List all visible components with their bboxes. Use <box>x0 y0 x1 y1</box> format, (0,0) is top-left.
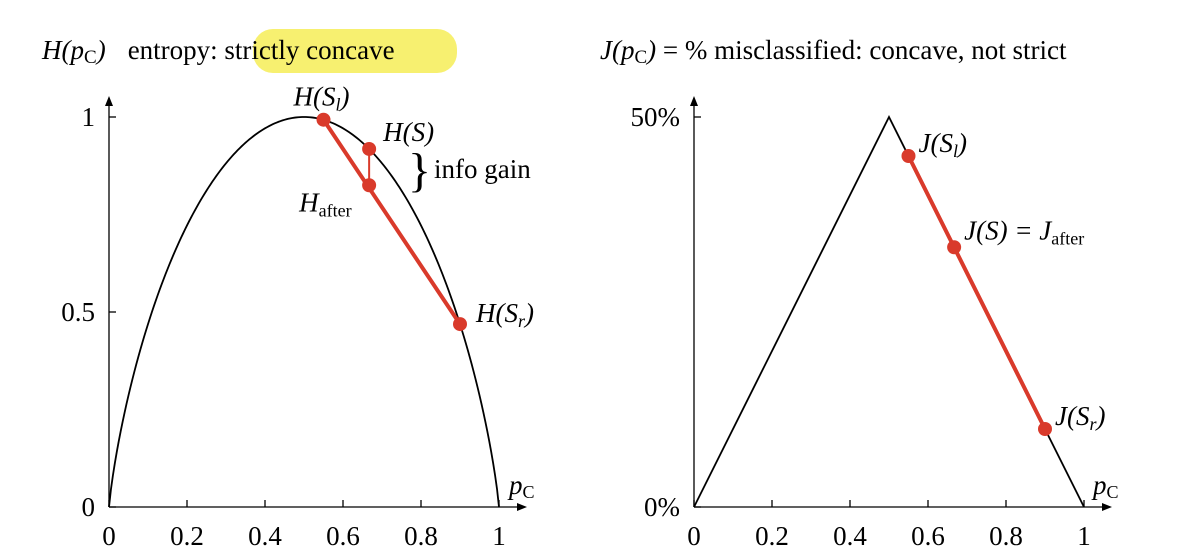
right-ticks: 0 0.2 0.4 0.6 0.8 1 0% 50% <box>631 102 1091 550</box>
entropy-x-tick-label: 1 <box>492 521 506 550</box>
misclass-point-label-sl: J(Sl) <box>919 128 968 161</box>
misclass-x-tick-label: 0.2 <box>755 521 789 550</box>
misclass-x-tick-label: 0 <box>687 521 701 550</box>
entropy-point-label-s: H(S) <box>382 117 434 147</box>
entropy-x-tick-label: 0 <box>102 521 116 550</box>
misclassification-chart: J(pC) = % misclassified: concave, not st… <box>600 35 1119 550</box>
misclass-x-tick-label: 0.4 <box>833 521 867 550</box>
title-highlight <box>253 29 457 73</box>
left-x-arrow <box>517 503 527 511</box>
entropy-x-tick-label: 0.6 <box>326 521 360 550</box>
misclass-point-sl <box>901 149 916 163</box>
misclass-x-tick-label: 0.8 <box>989 521 1023 550</box>
right-y-arrow <box>690 96 698 106</box>
misclass-point-s <box>947 240 962 255</box>
entropy-point-label-after: Hafter <box>298 187 351 220</box>
misclass-point-label-s: J(S) = Jafter <box>964 215 1084 248</box>
misclass-x-tick-label: 1 <box>1077 521 1091 550</box>
entropy-y-tick-label: 0.5 <box>61 297 95 327</box>
entropy-chord <box>321 117 462 327</box>
misclassification-curve <box>693 114 1085 508</box>
entropy-x-tick-label: 0.2 <box>170 521 204 550</box>
misclass-x-tick-label: 0.6 <box>911 521 945 550</box>
entropy-chart: H(pC) entropy: strictly concave 0 0.2 0.4 0.… <box>41 29 535 550</box>
info-gain-brace: } <box>408 144 431 197</box>
entropy-point-sl <box>316 112 331 127</box>
entropy-title: H(pC) entropy: strictly concave <box>41 35 395 68</box>
entropy-x-tick-label: 0.4 <box>248 521 282 550</box>
left-ticks: 0 0.2 0.4 0.6 0.8 1 0 0.5 1 <box>61 102 506 550</box>
misclass-y-tick-label: 50% <box>631 102 681 132</box>
entropy-x-tick-label: 0.8 <box>404 521 438 550</box>
info-gain-label: info gain <box>434 154 531 184</box>
right-x-arrow <box>1102 503 1112 511</box>
entropy-y-tick-label: 1 <box>82 102 96 132</box>
entropy-point-after <box>362 178 377 193</box>
entropy-y-tick-label: 0 <box>82 492 96 522</box>
misclass-point-label-sr: J(Sr) <box>1055 401 1106 434</box>
misclass-chord <box>906 154 1047 431</box>
misclass-y-tick-label: 0% <box>644 492 680 522</box>
right-x-label: pC <box>1091 470 1119 502</box>
misclass-point-sr <box>1038 422 1052 436</box>
entropy-points: H(Sl) H(S) Hafter H(Sr) <box>293 82 534 332</box>
entropy-curve <box>108 116 500 508</box>
entropy-point-label-sr: H(Sr) <box>475 298 534 331</box>
left-x-label: pC <box>507 470 535 502</box>
entropy-point-label-sl: H(Sl) <box>293 82 350 115</box>
entropy-point-sr <box>453 317 467 332</box>
entropy-point-s <box>362 141 377 156</box>
misclassification-title: J(pC) = % misclassified: concave, not st… <box>600 35 1067 68</box>
misclassification-points: J(Sl) J(S) = Jafter J(Sr) <box>901 128 1106 436</box>
left-y-arrow <box>105 96 113 106</box>
